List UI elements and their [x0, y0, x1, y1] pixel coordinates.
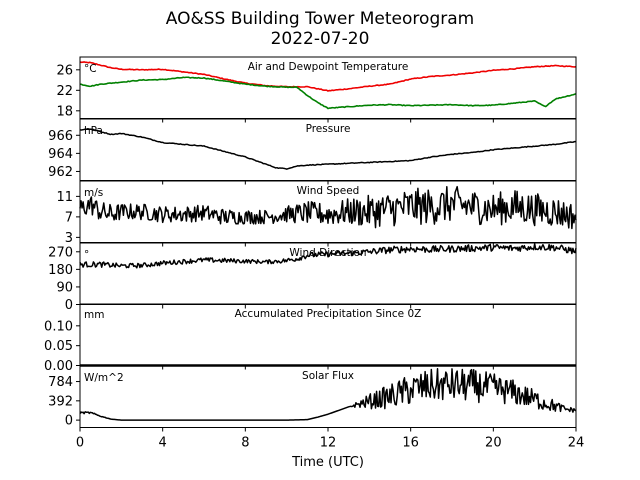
panel-wind-speed: 3 7 11 Wind Speed m/s: [56, 180, 577, 247]
xtick-label: 8: [241, 436, 249, 451]
precipitation-unit-label: mm: [84, 309, 104, 321]
solar-flux-ytick-label: 0: [65, 414, 73, 429]
pressure-ytick-label: 964: [48, 147, 73, 162]
temperature-ytick-label: 22: [56, 84, 73, 99]
pressure-series-line-0: [79, 128, 577, 170]
pressure-ytick-label: 962: [48, 165, 73, 180]
pressure-panel-title: Pressure: [306, 123, 351, 135]
wind-speed-ytick-label: 3: [65, 231, 73, 246]
wind-speed-series-line-0: [79, 185, 577, 230]
temperature-series-line-1: [79, 76, 577, 110]
figure-title-line1: AO&SS Building Tower Meteorogram: [166, 9, 474, 29]
xtick-label: 4: [159, 436, 167, 451]
x-axis-label: Time (UTC): [291, 455, 364, 470]
precipitation-panel-title: Accumulated Precipitation Since 0Z: [235, 308, 422, 320]
pressure-unit-label: hPa: [84, 125, 103, 137]
panel-temperature: 18 22 26 Air and Dewpoint Temperature °C: [56, 56, 577, 123]
temperature-ytick-label: 18: [56, 104, 73, 119]
precipitation-ytick-label: 0.05: [44, 339, 73, 354]
panel-solar-flux: 0 392 784 0 4 8 12 16 20 24 Solar Flux W/m^2: [48, 365, 585, 451]
solar-flux-ytick-label: 392: [48, 394, 73, 409]
wind-speed-ytick-label: 11: [56, 190, 73, 205]
wind-direction-ytick-label: 0: [65, 298, 73, 313]
xtick-label: 16: [402, 436, 419, 451]
panel-precipitation: 0.00 0.05 0.10 Accumulated Precipitation Si…: [44, 303, 577, 374]
xtick-label: 0: [76, 436, 84, 451]
wind-direction-ytick-label: 270: [48, 245, 73, 260]
wind-direction-unit-label: °: [84, 249, 89, 261]
temperature-series-line-0: [79, 61, 577, 92]
solar-flux-ytick-label: 784: [48, 375, 73, 390]
solar-flux-panel-title: Solar Flux: [302, 370, 354, 382]
wind-direction-panel-title: Wind Direction: [289, 247, 366, 259]
wind-speed-panel-title: Wind Speed: [297, 185, 360, 197]
temperature-panel-title: Air and Dewpoint Temperature: [248, 61, 409, 73]
wind-direction-ytick-label: 90: [56, 280, 73, 295]
figure-title-line2: 2022-07-20: [271, 29, 370, 49]
xtick-label: 24: [568, 436, 585, 451]
xtick-label: 20: [485, 436, 502, 451]
wind-direction-ytick-label: 180: [48, 263, 73, 278]
wind-speed-ytick-label: 7: [65, 210, 73, 225]
wind-speed-unit-label: m/s: [84, 187, 103, 199]
precipitation-ytick-label: 0.10: [44, 319, 73, 334]
xtick-label: 12: [320, 436, 337, 451]
solar-flux-unit-label: W/m^2: [84, 372, 124, 384]
precipitation-ytick-label: 0.00: [44, 359, 73, 374]
panel-wind-direction: 0 90 180 270 Wind Direction °: [48, 242, 577, 313]
temperature-ytick-label: 26: [56, 63, 73, 78]
wind-direction-series-line-0: [79, 243, 577, 269]
panel-pressure: 962 964 966 Pressure hPa: [48, 118, 577, 185]
solar-flux-series-line-0: [79, 368, 577, 421]
temperature-unit-label: °C: [84, 63, 97, 75]
pressure-ytick-label: 966: [48, 129, 73, 144]
